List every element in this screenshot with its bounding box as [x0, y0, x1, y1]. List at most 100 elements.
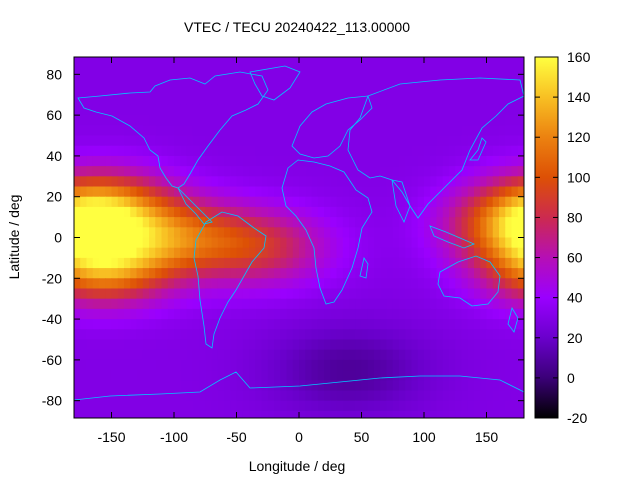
- heatmap-cell: [286, 166, 294, 177]
- heatmap-cell: [299, 135, 306, 147]
- heatmap-cell: [236, 319, 244, 330]
- heatmap-cell: [149, 339, 156, 351]
- heatmap-cell: [105, 298, 113, 310]
- heatmap-cell: [286, 196, 294, 208]
- heatmap-cell: [480, 206, 488, 218]
- heatmap-cell: [261, 155, 269, 167]
- heatmap-cell: [374, 64, 381, 75]
- heatmap-cell: [280, 217, 288, 228]
- heatmap-cell: [474, 125, 481, 137]
- heatmap-cell: [517, 370, 524, 381]
- heatmap-cell: [130, 227, 138, 239]
- heatmap-cell: [399, 400, 406, 412]
- heatmap-cell: [117, 410, 125, 418]
- heatmap-cell: [242, 247, 250, 259]
- heatmap-cell: [161, 155, 169, 167]
- heatmap-cell: [217, 410, 225, 418]
- heatmap-cell: [349, 125, 356, 137]
- heatmap-cell: [336, 237, 344, 249]
- heatmap-cell: [217, 257, 225, 269]
- heatmap-cell: [505, 380, 513, 392]
- heatmap-cell: [111, 84, 119, 96]
- heatmap-cell: [255, 64, 263, 75]
- heatmap-cell: [224, 166, 231, 177]
- heatmap-cell: [236, 176, 244, 188]
- heatmap-cell: [167, 257, 175, 269]
- heatmap-cell: [242, 329, 250, 341]
- heatmap-cell: [405, 247, 413, 259]
- heatmap-cell: [167, 196, 175, 208]
- heatmap-cell: [280, 135, 288, 147]
- heatmap-cell: [211, 257, 219, 269]
- heatmap-cell: [80, 115, 88, 126]
- heatmap-cell: [480, 400, 488, 412]
- heatmap-cell: [324, 125, 331, 137]
- heatmap-cell: [324, 227, 331, 239]
- heatmap-cell: [430, 257, 438, 269]
- heatmap-cell: [499, 176, 506, 188]
- heatmap-cell: [86, 57, 94, 65]
- heatmap-cell: [261, 125, 269, 137]
- heatmap-cell: [124, 217, 131, 228]
- heatmap-cell: [411, 247, 419, 259]
- heatmap-cell: [449, 84, 456, 96]
- heatmap-cell: [217, 329, 225, 341]
- heatmap-cell: [117, 155, 125, 167]
- heatmap-cell: [92, 135, 100, 147]
- heatmap-cell: [480, 410, 488, 418]
- heatmap-cell: [161, 125, 169, 137]
- heatmap-cell: [230, 104, 238, 116]
- heatmap-cell: [130, 257, 138, 269]
- heatmap-cell: [486, 74, 494, 86]
- heatmap-cell: [474, 206, 481, 218]
- heatmap-cell: [480, 308, 488, 320]
- heatmap-cell: [505, 115, 513, 126]
- heatmap-cell: [230, 57, 238, 65]
- heatmap-cell: [224, 217, 231, 228]
- heatmap-cell: [417, 257, 425, 269]
- heatmap-cell: [205, 155, 213, 167]
- heatmap-cell: [492, 268, 500, 279]
- heatmap-cell: [236, 57, 244, 65]
- heatmap-cell: [361, 227, 369, 239]
- heatmap-cell: [411, 380, 419, 392]
- heatmap-cell: [292, 84, 300, 96]
- heatmap-cell: [280, 125, 288, 137]
- heatmap-cell: [324, 64, 331, 75]
- heatmap-cell: [430, 278, 438, 290]
- heatmap-cell: [230, 186, 238, 198]
- heatmap-cell: [361, 380, 369, 392]
- heatmap-cell: [192, 217, 200, 228]
- heatmap-cell: [430, 288, 438, 300]
- coastline-japan: [469, 137, 487, 161]
- heatmap-cell: [211, 57, 219, 65]
- heatmap-cell: [117, 57, 125, 65]
- heatmap-cell: [155, 400, 163, 412]
- heatmap-cell: [474, 237, 481, 249]
- heatmap-cell: [80, 349, 88, 361]
- heatmap-cell: [430, 155, 438, 167]
- heatmap-cell: [461, 288, 469, 300]
- heatmap-cell: [149, 390, 156, 402]
- heatmap-cell: [117, 319, 125, 330]
- heatmap-cell: [149, 400, 156, 412]
- heatmap-cell: [174, 115, 181, 126]
- heatmap-cell: [386, 257, 394, 269]
- heatmap-cell: [299, 359, 306, 371]
- heatmap-cell: [405, 217, 413, 228]
- heatmap-cell: [411, 217, 419, 228]
- heatmap-cell: [124, 359, 131, 371]
- heatmap-cell: [330, 380, 338, 392]
- heatmap-cell: [411, 400, 419, 412]
- heatmap-cell: [99, 288, 106, 300]
- heatmap-cell: [442, 84, 450, 96]
- coastline-madagascar: [359, 256, 369, 279]
- heatmap-cell: [330, 206, 338, 218]
- heatmap-cell: [92, 339, 100, 351]
- heatmap-cell: [367, 370, 375, 381]
- heatmap-cell: [349, 227, 356, 239]
- heatmap-cell: [267, 257, 275, 269]
- heatmap-cell: [261, 166, 269, 177]
- heatmap-cell: [261, 410, 269, 418]
- heatmap-cell: [267, 380, 275, 392]
